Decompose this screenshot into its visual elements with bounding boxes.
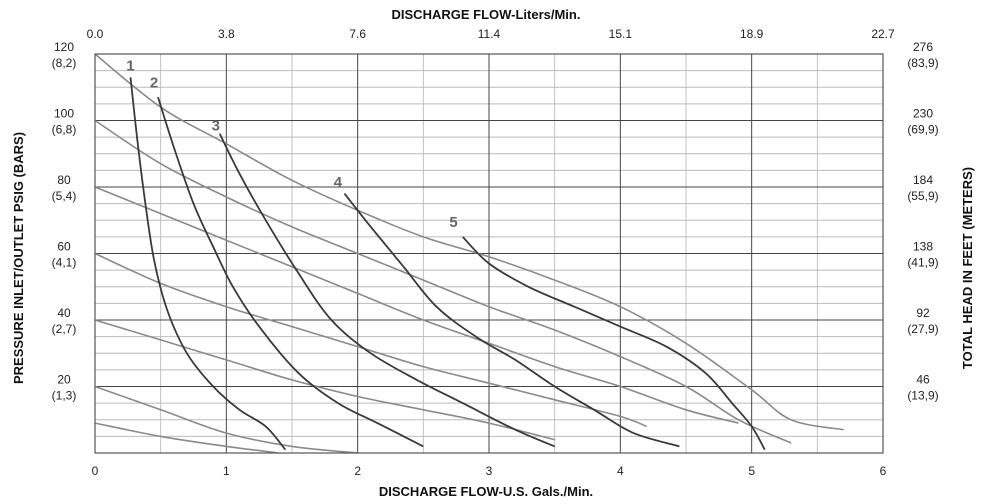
bottom-tick-label: 0 (92, 464, 99, 478)
curve-label-4: 4 (334, 174, 343, 191)
top-axis-ticks: 0.0 3.8 7.6 11.4 15.1 18.9 22.7 (87, 27, 895, 41)
top-tick-label: 7.6 (349, 27, 366, 41)
left-tick-label: 120 (54, 40, 74, 54)
left-tick-sublabel: (1,3) (52, 389, 77, 403)
bottom-tick-label: 5 (748, 464, 755, 478)
right-tick-label: 184 (913, 173, 933, 187)
right-axis-title: TOTAL HEAD IN FEET (METERS) (960, 167, 975, 369)
bottom-tick-label: 6 (880, 464, 887, 478)
performance-curve-3 (218, 133, 556, 448)
top-tick-label: 22.7 (871, 27, 895, 41)
right-tick-sublabel: (13,9) (907, 389, 938, 403)
right-tick-label: 92 (916, 306, 930, 320)
left-tick-sublabel: (5,4) (52, 189, 77, 203)
left-tick-label: 80 (57, 173, 71, 187)
performance-curve-1 (129, 77, 287, 451)
grid-major (94, 53, 884, 454)
air-pressure-line (94, 319, 555, 441)
left-axis-title: PRESSURE INLET/OUTLET PSIG (BARS) (11, 132, 26, 384)
performance-curves (129, 77, 766, 451)
top-tick-label: 11.4 (478, 27, 501, 41)
air-pressure-line (94, 186, 739, 424)
right-axis-ticks: 276 (83,9) 230 (69,9) 184 (55,9) 138 (41,9) 92 (2… (907, 40, 938, 403)
left-tick-sublabel: (4,1) (52, 256, 77, 270)
bottom-axis-title: DISCHARGE FLOW-U.S. Gals./Min. (379, 484, 593, 499)
left-tick-label: 60 (57, 240, 71, 254)
curve-label-5: 5 (449, 214, 457, 231)
right-tick-sublabel: (27,9) (907, 322, 938, 336)
right-tick-sublabel: (41,9) (907, 256, 938, 270)
air-pressure-line (94, 422, 279, 454)
right-tick-label: 138 (913, 240, 933, 254)
right-tick-sublabel: (83,9) (907, 56, 938, 70)
left-tick-sublabel: (2,7) (52, 322, 77, 336)
right-tick-label: 46 (916, 373, 930, 387)
top-axis-title: DISCHARGE FLOW-Liters/Min. (392, 7, 581, 22)
left-tick-label: 20 (57, 373, 71, 387)
left-axis-ticks: 120 (8,2) 100 (6,8) 80 (5,4) 60 (4,1) 40 (2,7) 20 (… (52, 40, 77, 403)
plot-border (94, 53, 884, 454)
top-tick-label: 15.1 (609, 27, 633, 41)
curve-label-3: 3 (212, 117, 220, 134)
bottom-tick-label: 2 (354, 464, 361, 478)
curve-label-2: 2 (150, 74, 158, 91)
air-pressure-line (94, 53, 844, 431)
top-tick-label: 18.9 (740, 27, 764, 41)
left-tick-label: 100 (54, 107, 74, 121)
bottom-axis-ticks: 0 1 2 3 4 5 6 (92, 464, 887, 478)
bottom-tick-label: 3 (486, 464, 493, 478)
top-tick-label: 0.0 (87, 27, 104, 41)
left-tick-label: 40 (57, 306, 71, 320)
performance-curve-4 (343, 193, 680, 448)
performance-curve-5 (462, 236, 766, 451)
air-pressure-line (94, 385, 358, 454)
curve-labels: 12 3 4 5 (126, 58, 457, 231)
left-tick-sublabel: (6,8) (52, 123, 77, 137)
top-tick-label: 3.8 (218, 27, 235, 41)
air-pressure-line (94, 252, 647, 428)
left-tick-sublabel: (8,2) (52, 56, 77, 70)
bottom-tick-label: 4 (617, 464, 624, 478)
right-tick-label: 230 (913, 107, 933, 121)
curve-label-1: 1 (126, 58, 134, 75)
performance-curve-2 (157, 96, 424, 448)
right-tick-sublabel: (69,9) (907, 123, 938, 137)
right-tick-label: 276 (913, 40, 933, 54)
bottom-tick-label: 1 (223, 464, 230, 478)
right-tick-sublabel: (55,9) (907, 189, 938, 203)
air-pressure-line (94, 119, 792, 444)
